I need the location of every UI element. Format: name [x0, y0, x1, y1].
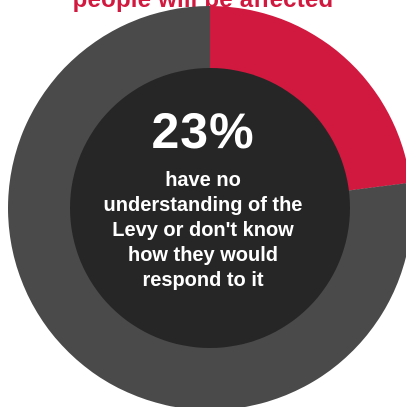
chart-heading: people will be affected — [0, 0, 406, 12]
caption-line-2: understanding of the — [103, 194, 303, 216]
donut-center-disc — [70, 68, 350, 348]
caption-line-4: how they would — [128, 244, 278, 266]
donut-center-label: 23% have no understanding of the Levy or… — [93, 104, 313, 293]
caption-line-5: respond to it — [142, 269, 264, 291]
caption-line-3: Levy or don't know — [112, 219, 294, 241]
caption-line-1: have no — [165, 169, 241, 191]
center-caption: have no understanding of the Levy or don… — [93, 168, 313, 293]
center-value: 23% — [151, 103, 255, 159]
